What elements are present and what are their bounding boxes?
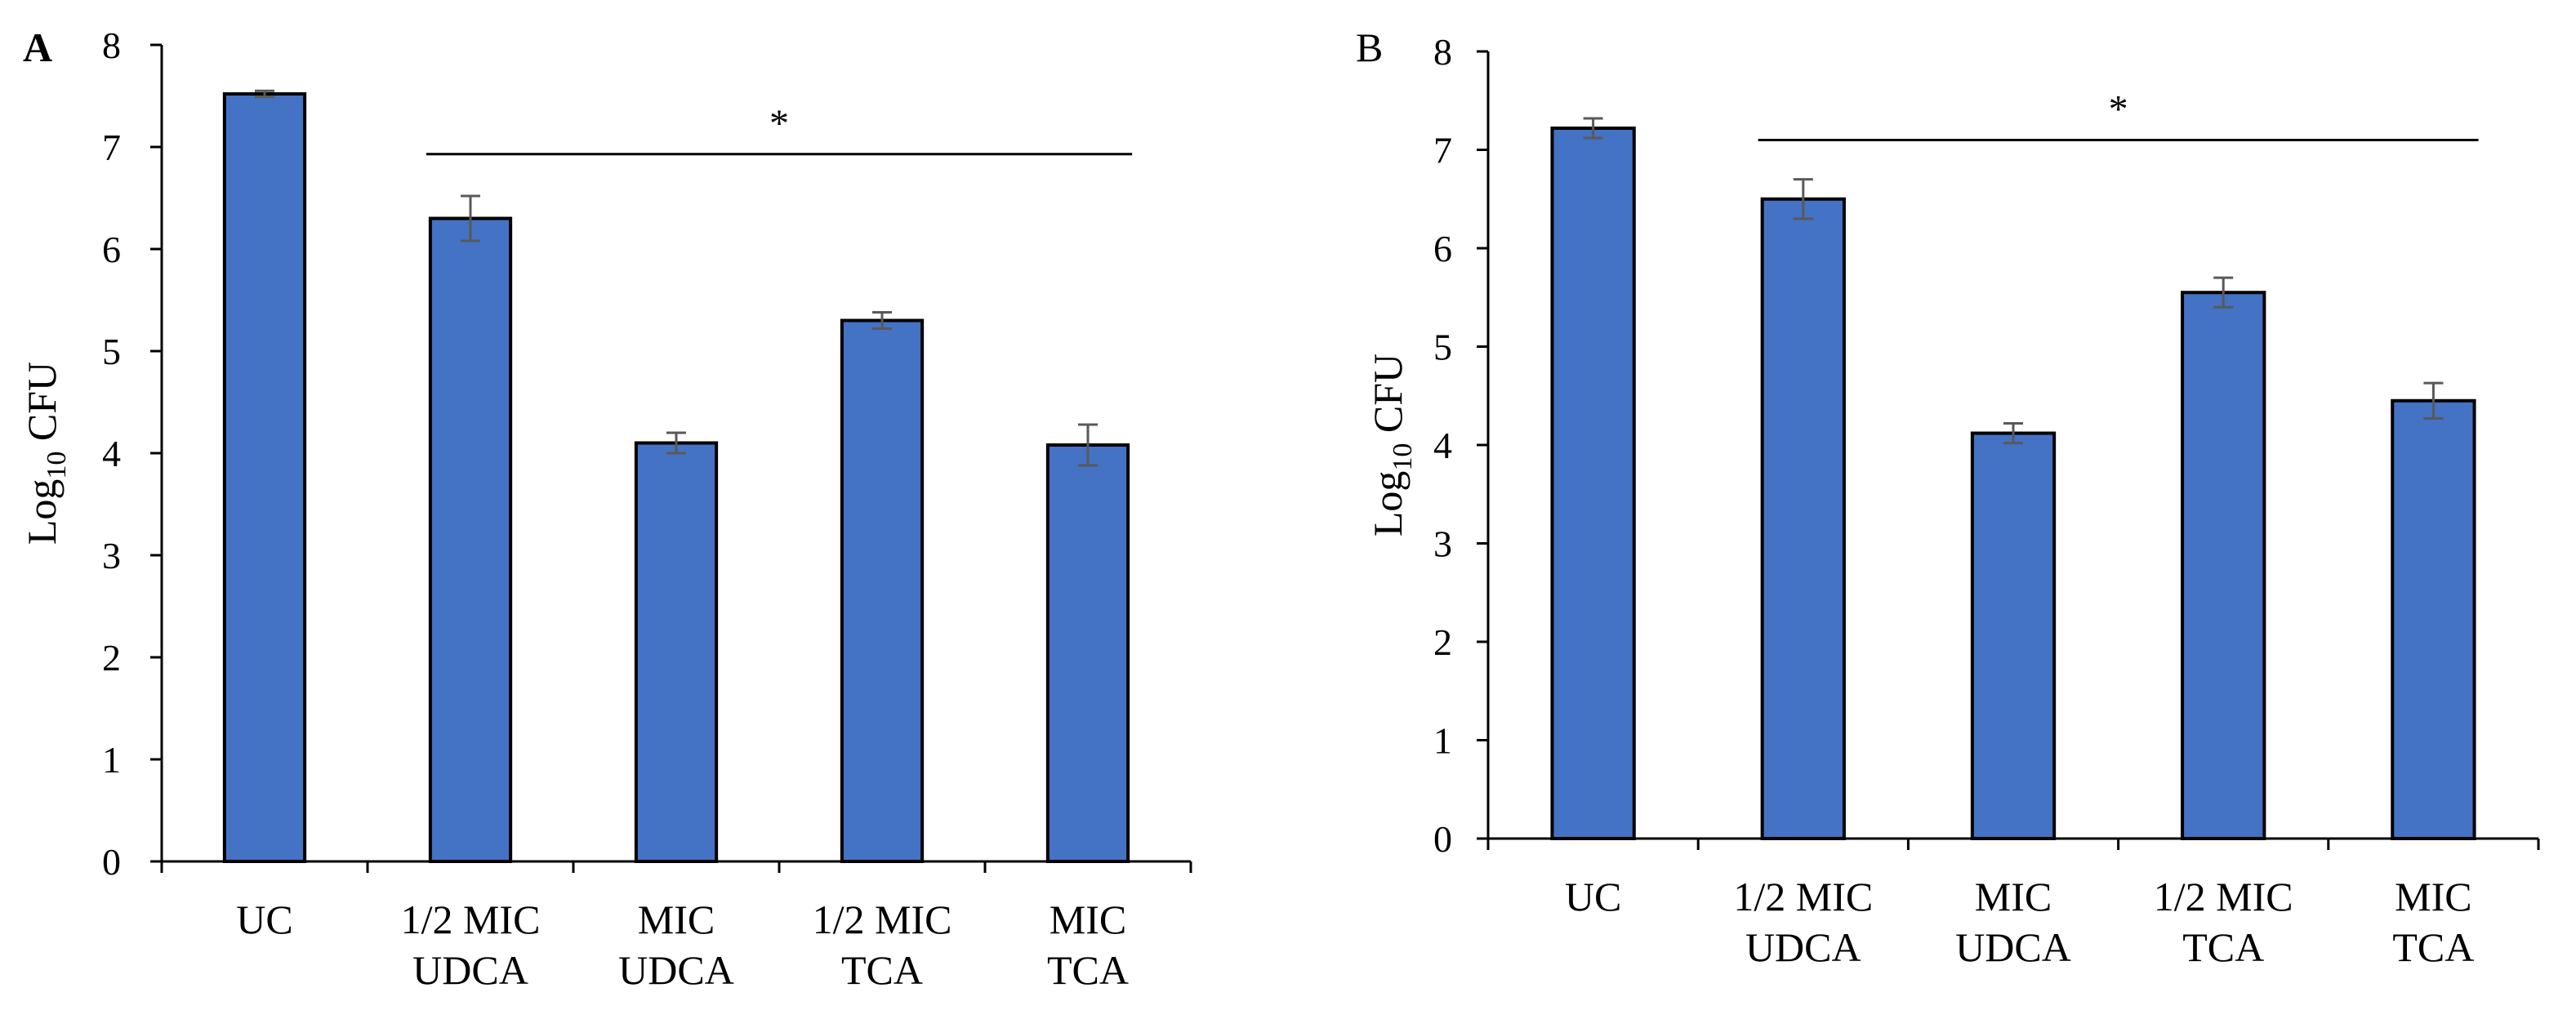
- y-tick-label: 1: [102, 739, 121, 781]
- y-tick-label: 2: [1433, 621, 1452, 663]
- chart-panel-a: A 0 1 2 3 4 5 6 7 8 Log10 CFU UC 1/2 MIC UDCA MIC UDCA 1…: [19, 24, 1192, 993]
- x-tick-label: UC: [236, 897, 292, 942]
- y-tick-label: 8: [102, 24, 121, 66]
- x-tick-label: MIC: [2395, 874, 2471, 919]
- y-tick-label: 3: [102, 535, 121, 576]
- bar: [428, 216, 513, 863]
- y-tick-label: 7: [102, 127, 121, 168]
- significance-marker: *: [2109, 87, 2128, 131]
- chart-panel-b: B 0 1 2 3 4 5 6 7 8 Log10 CFU UC 1/2 MIC UDCA MIC UDCA 1…: [1356, 24, 2540, 970]
- panel-label: A: [23, 24, 52, 70]
- x-tick-label: UDCA: [1745, 924, 1861, 970]
- bar: [2391, 398, 2476, 840]
- x-tick-label: 1/2 MIC: [1733, 874, 1873, 919]
- x-tick-label: TCA: [841, 947, 923, 993]
- y-tick-label: 5: [102, 331, 121, 372]
- y-tick-label: 0: [102, 841, 121, 883]
- bar: [1760, 197, 1846, 840]
- y-tick-label: 6: [1433, 228, 1452, 269]
- bar: [840, 318, 925, 863]
- x-tick-label: TCA: [1047, 947, 1129, 993]
- x-tick-label: UC: [1565, 874, 1621, 919]
- y-tick-label: 5: [1433, 327, 1452, 368]
- x-tick-label: TCA: [2182, 924, 2264, 970]
- y-tick-label: 1: [1433, 720, 1452, 762]
- x-tick-label: MIC: [1975, 874, 2052, 919]
- bar: [222, 92, 307, 863]
- x-tick-label: MIC: [638, 897, 715, 942]
- y-tick-label: 4: [1433, 425, 1452, 466]
- bar: [1970, 431, 2057, 840]
- y-tick-label: 0: [1433, 818, 1452, 860]
- x-tick-label: 1/2 MIC: [813, 897, 952, 942]
- x-tick-label: 1/2 MIC: [401, 897, 541, 942]
- y-tick-label: 8: [1433, 31, 1452, 73]
- x-tick-label: TCA: [2392, 924, 2474, 970]
- y-tick-label: 7: [1433, 130, 1452, 171]
- bar: [634, 441, 719, 863]
- x-tick-label: 1/2 MIC: [2154, 874, 2293, 919]
- x-tick-label: UDCA: [1955, 924, 2071, 970]
- x-tick-label: MIC: [1050, 897, 1126, 942]
- y-axis-label: Log10 CFU: [1365, 354, 1418, 536]
- panel-label: B: [1356, 24, 1383, 70]
- y-axis-label: Log10 CFU: [19, 362, 72, 545]
- y-tick-label: 4: [102, 433, 121, 474]
- y-tick-label: 2: [102, 637, 121, 679]
- y-tick-label: 3: [1433, 523, 1452, 565]
- significance-marker: *: [769, 102, 789, 145]
- y-tick-label: 6: [102, 229, 121, 270]
- x-tick-label: UDCA: [618, 947, 734, 993]
- x-tick-label: UDCA: [412, 947, 528, 993]
- bar: [2181, 291, 2266, 841]
- bar: [1045, 443, 1130, 863]
- bar: [1550, 126, 1636, 841]
